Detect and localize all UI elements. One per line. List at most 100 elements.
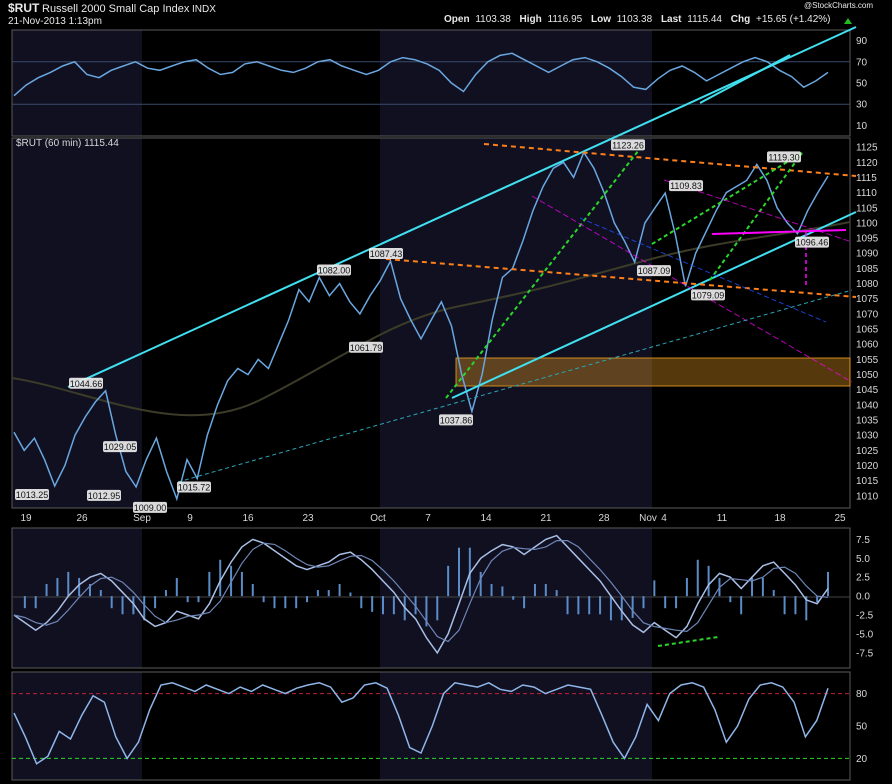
macd-series [13, 534, 829, 655]
annotation-label: 1079.09 [692, 290, 725, 300]
annotation-box [767, 151, 801, 163]
down-channel-3 [579, 217, 827, 323]
high-label: High [520, 14, 542, 25]
price-tick-label: 1060 [856, 340, 879, 351]
month-shade-macd-1 [380, 528, 652, 668]
price-tick-label: 1050 [856, 370, 879, 381]
panel-frames [11, 29, 851, 781]
macd-tick-label: -7.5 [856, 648, 874, 659]
annotation-box [69, 377, 103, 389]
date-tick-label: 21 [540, 513, 552, 524]
price-tick-label: 1035 [856, 416, 879, 427]
index-name: Russell 2000 Small Cap Index [42, 3, 190, 15]
annotation-label: 1082.00 [318, 266, 351, 276]
macd-signal-line [13, 539, 829, 643]
date-tick-label: 28 [598, 513, 610, 524]
macd-tick-label: 2.5 [856, 573, 870, 584]
stochastic-tick-label: 20 [856, 754, 868, 765]
price-tick-label: 1110 [856, 188, 877, 199]
annotation-box [87, 489, 121, 501]
chart-header: $RUT Russell 2000 Small Cap Index INDX 2… [8, 1, 873, 27]
exchange-label: INDX [192, 4, 216, 15]
date-tick-label: Sep [133, 513, 151, 524]
open-value: 1103.38 [475, 14, 511, 25]
date-tick-label: 11 [717, 513, 728, 524]
resistance-lower [385, 258, 857, 298]
chg-label: Chg [731, 14, 750, 25]
annotation-box [637, 265, 671, 277]
price-y-axis: 1125 1120 1115 1110 1105 1100 1095 1090 1085 1080… [856, 143, 879, 503]
annotation-label: 1109.83 [670, 181, 702, 191]
annotation-box [317, 264, 351, 276]
annotation-label: 1087.09 [638, 266, 671, 276]
support-zone [455, 357, 851, 387]
price-annotations: 1044.66 1029.05 1013.25 1012.95 1009.00 1015.… [15, 139, 829, 513]
annotation-box [439, 414, 473, 426]
date-tick-label: 25 [834, 513, 846, 524]
price-panel-title: $RUT (60 min) 1115.44 [16, 138, 119, 149]
moving-average [11, 221, 851, 417]
macd-line [13, 534, 829, 655]
annotation-box [133, 501, 167, 513]
low-value: 1103.38 [617, 14, 653, 25]
price-tick-label: 1065 [856, 325, 879, 336]
price-tick-label: 1025 [856, 446, 879, 457]
panel-frame-price [11, 137, 851, 509]
price-tick-label: 1120 [856, 158, 878, 169]
price-tick-label: 1115 [856, 173, 877, 184]
stochastic-tick-label: 50 [856, 722, 868, 733]
month-shade-rsi-0 [12, 30, 142, 136]
price-tick-label: 1040 [856, 400, 879, 411]
month-shade-macd-0 [12, 528, 142, 668]
macd-tick-label: 0.0 [856, 592, 870, 603]
rsi-tick-label: 90 [856, 36, 868, 47]
symbol-label: $RUT [8, 1, 40, 15]
rsi-reference-lines [12, 61, 850, 105]
stochastic-line [13, 681, 829, 765]
date-tick-label: 7 [425, 513, 431, 524]
annotation-label: 1123.26 [612, 140, 644, 150]
rsi-tick-label: 30 [856, 100, 868, 111]
annotation-label: 1087.43 [370, 249, 403, 259]
annotation-box [795, 236, 829, 248]
date-tick-label: Oct [370, 513, 386, 524]
channel-upper [67, 26, 857, 388]
price-tick-label: 1080 [856, 279, 879, 290]
stochastic-y-axis: 80 50 20 [856, 689, 868, 765]
copyright-label: @StockCharts.com [804, 1, 873, 10]
price-tick-label: 1070 [856, 309, 879, 320]
uptrend-line-1 [445, 145, 643, 399]
annotation-box [349, 341, 383, 353]
month-shade-price-1 [380, 138, 652, 508]
long-support [177, 289, 853, 483]
channel-lower [451, 211, 857, 399]
annotation-box [669, 180, 703, 192]
annotation-box [369, 248, 403, 260]
macd-tick-label: -2.5 [856, 611, 874, 622]
stochastic-series [13, 681, 829, 765]
date-tick-label: 18 [774, 513, 786, 524]
rsi-tick-label: 50 [856, 79, 868, 90]
annotation-label: 1119.30 [768, 152, 799, 162]
rsi-tick-label: 10 [856, 121, 868, 132]
up-arrow-icon [844, 18, 852, 24]
price-series [13, 150, 829, 502]
price-tick-label: 1105 [856, 203, 878, 214]
annotation-label: 1009.00 [134, 503, 167, 513]
date-tick-label: 14 [480, 513, 492, 524]
down-channel-1 [531, 195, 853, 383]
date-x-axis: 19 26 Sep 9 16 23 Oct 7 14 21 28 Nov 4 11 18 25 [20, 513, 846, 524]
rsi-series [13, 52, 829, 97]
chg-value: +15.65 (+1.42%) [756, 14, 831, 25]
annotation-box [611, 139, 645, 151]
panel-frame-macd [11, 527, 851, 669]
annotation-box [177, 481, 211, 493]
price-tick-label: 1125 [856, 143, 878, 154]
annotation-box [103, 441, 137, 453]
price-tick-label: 1030 [856, 431, 879, 442]
support-line [711, 229, 847, 235]
date-tick-label: 26 [76, 513, 88, 524]
annotation-label: 1013.25 [16, 490, 49, 500]
annotation-box [15, 489, 49, 501]
date-tick-label: 4 [661, 513, 667, 524]
